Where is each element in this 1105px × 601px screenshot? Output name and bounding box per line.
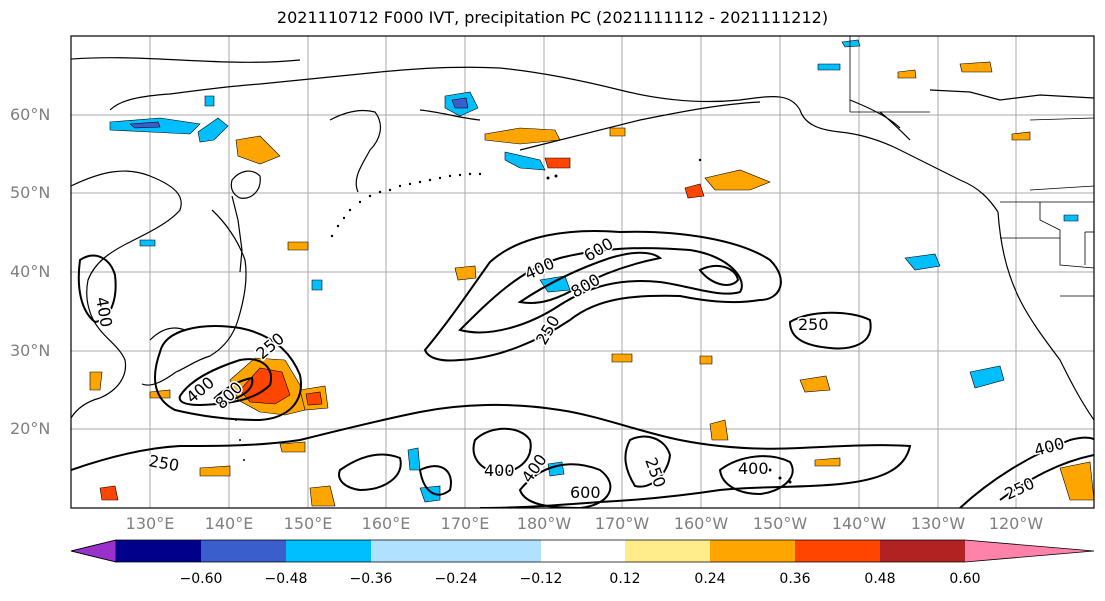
colorbar-tick: −0.48	[264, 571, 308, 587]
colorbar-swatch	[371, 540, 456, 562]
island-dots	[235, 158, 792, 484]
lon-label: 130°W	[910, 514, 966, 533]
contour-label: 400	[484, 461, 515, 480]
colorbar-tick: −0.12	[519, 571, 563, 587]
contour-label: 250	[798, 315, 829, 334]
lon-label: 170°E	[440, 514, 490, 533]
lon-label: 150°W	[752, 514, 808, 533]
lon-label: 150°E	[283, 514, 333, 533]
lon-label: 130°E	[125, 514, 175, 533]
lon-label: 120°W	[988, 514, 1044, 533]
contour-label: 250	[641, 455, 669, 490]
colorbar	[70, 539, 1095, 563]
colorbar-swatch	[541, 540, 625, 562]
lat-label-40n: 40°N	[10, 262, 51, 281]
contour-label: 400	[1032, 434, 1066, 460]
colorbar-tick: 0.48	[864, 571, 896, 587]
colorbar-swatch	[625, 540, 710, 562]
colorbar-tick: 0.24	[694, 571, 726, 587]
lon-label: 170°W	[594, 514, 650, 533]
contour-label: 250	[147, 451, 180, 475]
colorbar-swatch	[116, 540, 201, 562]
lat-label-50n: 50°N	[10, 183, 51, 202]
colorbar-swatch	[710, 540, 795, 562]
lon-label: 140°W	[831, 514, 887, 533]
colorbar-tick: −0.24	[434, 571, 478, 587]
contour-label: 600	[581, 234, 617, 266]
colorbar-extend-max	[965, 540, 1094, 562]
lon-label: 180°W	[516, 514, 572, 533]
colorbar-tick: 0.60	[949, 571, 981, 587]
contour-label: 400	[518, 450, 551, 486]
colorbar-tick: −0.60	[179, 571, 223, 587]
country-borders	[849, 36, 1094, 297]
ivt-contours	[71, 229, 1094, 508]
lat-label-30n: 30°N	[10, 341, 51, 360]
coastlines	[71, 57, 1094, 421]
colorbar-swatch	[795, 540, 880, 562]
colorbar-extend-min	[70, 539, 117, 563]
map-title: 2021110712 F000 IVT, precipitation PC (2…	[276, 8, 829, 27]
colorbar-tick: −0.36	[349, 571, 393, 587]
contour-labels: 400 600 800 250 250 400 800 250 400 400 …	[91, 232, 1068, 505]
contour-label: 600	[570, 483, 601, 502]
lon-label: 160°W	[673, 514, 729, 533]
colorbar-swatch	[880, 540, 965, 562]
lon-label: 160°E	[361, 514, 411, 533]
map-frame	[70, 35, 1095, 509]
gridlines	[71, 36, 1094, 508]
colorbar-tick: 0.36	[779, 571, 811, 587]
lat-label-60n: 60°N	[10, 105, 51, 124]
colorbar-swatch	[201, 540, 286, 562]
colorbar-swatch	[286, 540, 371, 562]
colorbar-swatch	[456, 540, 541, 562]
contour-label: 250	[1002, 473, 1038, 503]
contour-label: 400	[738, 459, 769, 478]
colorbar-tick: 0.12	[609, 571, 641, 587]
lat-label-20n: 20°N	[10, 419, 51, 438]
lon-label: 140°E	[204, 514, 254, 533]
